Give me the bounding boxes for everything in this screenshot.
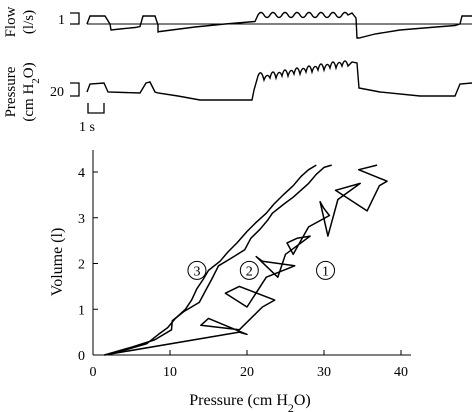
pv-loop-3 xyxy=(104,164,317,356)
x-tick-label: 20 xyxy=(240,365,254,380)
time-scale-label: 1 s xyxy=(79,120,95,135)
series-label-2: 2 xyxy=(246,264,253,279)
pv-loop-2 xyxy=(104,164,332,356)
flow-ylabel-line1: Flow xyxy=(3,6,19,37)
x-tick-label: 0 xyxy=(90,365,97,380)
series-label-circle-2 xyxy=(239,260,259,280)
flow-scale-bracket xyxy=(70,12,80,25)
time-scale-bracket xyxy=(87,103,105,114)
pressure-ylabel-line1: Pressure xyxy=(3,66,19,117)
y-tick-label: 3 xyxy=(78,212,85,227)
flow-trace xyxy=(86,11,472,39)
y-tick-label: 2 xyxy=(78,258,85,273)
pressure-reference-label: 20 xyxy=(50,85,64,100)
pressure-ylabel-main: (cm H xyxy=(21,84,37,122)
series-label-3: 3 xyxy=(193,264,200,279)
pressure-scale-bracket xyxy=(70,82,80,97)
x-axis-title-tail: O) xyxy=(294,392,311,409)
series-label-circle-1 xyxy=(316,260,336,280)
flow-ylabel-line2: (l/s) xyxy=(21,10,37,34)
pressure-panel: Pressure (cm H2O) 20 xyxy=(3,60,473,122)
pressure-ylabel-subscript: 2 xyxy=(30,78,42,84)
y-ticks: 0 1 2 3 4 xyxy=(78,166,98,364)
pressure-ylabel-line2: (cm H2O) xyxy=(21,62,42,121)
pv-series-labels: 1 2 3 xyxy=(187,260,336,280)
time-scale: 1 s xyxy=(79,103,105,135)
flow-panel: Flow (l/s) 1 xyxy=(3,6,472,39)
x-tick-label: 30 xyxy=(317,365,331,380)
x-axis-title: Pressure (cm H2O) xyxy=(189,392,311,412)
x-ticks: 0 10 20 30 40 xyxy=(90,350,408,380)
flow-reference-label: 1 xyxy=(58,13,65,28)
y-tick-label: 1 xyxy=(78,303,85,318)
x-tick-label: 40 xyxy=(394,365,408,380)
x-axis-title-main: Pressure (cm H xyxy=(189,392,288,409)
y-tick-label: 0 xyxy=(78,349,85,364)
series-label-1: 1 xyxy=(322,264,329,279)
y-axis-title: Volume (l) xyxy=(49,228,66,297)
pv-loop-1 xyxy=(104,164,388,356)
pv-series xyxy=(104,164,388,356)
x-axis-title-subscript: 2 xyxy=(288,401,294,412)
x-tick-label: 10 xyxy=(163,365,177,380)
pressure-trace xyxy=(86,60,473,101)
y-tick-label: 4 xyxy=(78,166,85,181)
pressure-ylabel-tail: O) xyxy=(21,62,37,78)
series-label-circle-3 xyxy=(187,260,207,280)
